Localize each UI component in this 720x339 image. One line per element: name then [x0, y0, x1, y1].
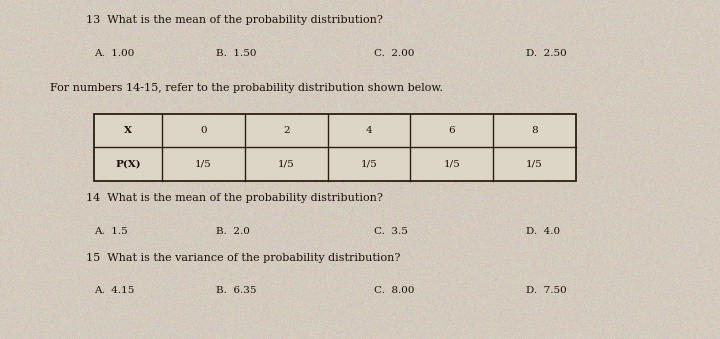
Text: 15  What is the variance of the probability distribution?: 15 What is the variance of the probabili…	[86, 253, 401, 262]
Text: 14  What is the mean of the probability distribution?: 14 What is the mean of the probability d…	[86, 193, 383, 203]
Text: 1/5: 1/5	[444, 160, 460, 169]
Text: C.  8.00: C. 8.00	[374, 286, 415, 296]
Text: D.  7.50: D. 7.50	[526, 286, 567, 296]
Text: 2: 2	[283, 126, 289, 135]
Bar	[94, 114, 576, 181]
Text: 1/5: 1/5	[526, 160, 543, 169]
Bar	[94, 114, 576, 181]
Text: B.  1.50: B. 1.50	[216, 49, 256, 58]
Text: A.  1.00: A. 1.00	[94, 49, 134, 58]
Text: P(X): P(X)	[115, 160, 140, 169]
Text: 8: 8	[531, 126, 538, 135]
Text: 13  What is the mean of the probability distribution?: 13 What is the mean of the probability d…	[86, 15, 383, 25]
Text: 4: 4	[366, 126, 372, 135]
Text: B.  2.0: B. 2.0	[216, 227, 250, 236]
Text: D.  2.50: D. 2.50	[526, 49, 567, 58]
Text: D.  4.0: D. 4.0	[526, 227, 559, 236]
Text: 0: 0	[200, 126, 207, 135]
Text: B.  6.35: B. 6.35	[216, 286, 256, 296]
Text: C.  2.00: C. 2.00	[374, 49, 415, 58]
Text: 1/5: 1/5	[195, 160, 212, 169]
Text: 6: 6	[449, 126, 455, 135]
Text: 1/5: 1/5	[361, 160, 377, 169]
Text: For numbers 14-15, refer to the probability distribution shown below.: For numbers 14-15, refer to the probabil…	[50, 83, 444, 93]
Text: 1/5: 1/5	[278, 160, 294, 169]
Text: A.  1.5: A. 1.5	[94, 227, 127, 236]
Text: C.  3.5: C. 3.5	[374, 227, 408, 236]
Text: A.  4.15: A. 4.15	[94, 286, 134, 296]
Text: X: X	[124, 126, 132, 135]
